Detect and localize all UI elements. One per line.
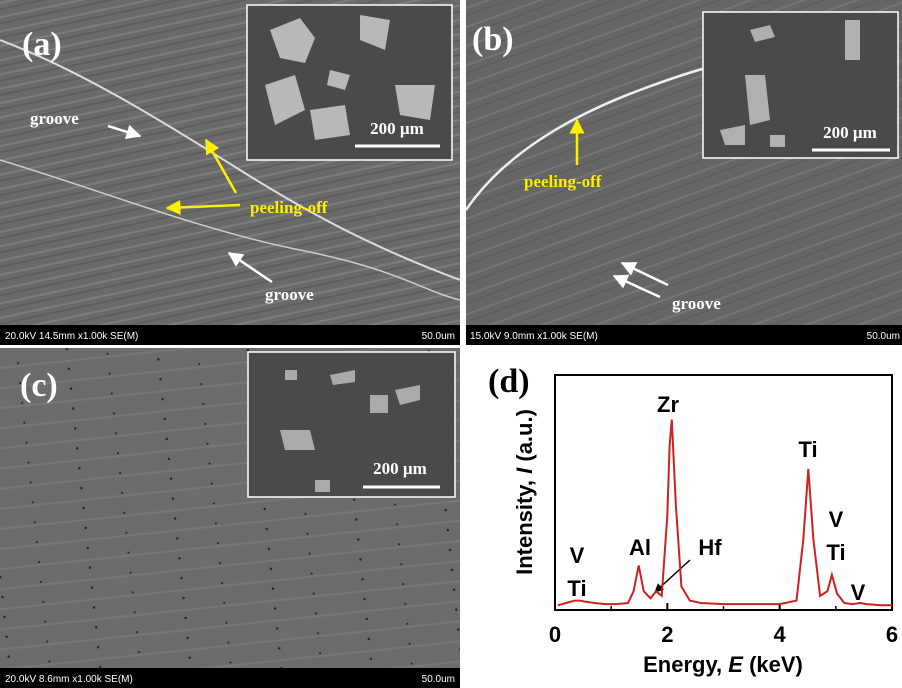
panel-label: (b) <box>472 21 514 58</box>
footer-right: 50.0um <box>422 331 455 342</box>
scale-label: 200 µm <box>823 123 877 142</box>
panel-b: 15.0kV 9.0mm x1.00k SE(M) 50.0um 200 µm … <box>466 0 902 345</box>
peak-label: Ti <box>567 576 586 601</box>
footer-right: 50.0um <box>422 674 455 685</box>
scale-label: 200 µm <box>373 459 427 478</box>
peak-label: Zr <box>657 392 679 417</box>
arrow <box>655 560 690 592</box>
plot-frame <box>555 375 892 610</box>
peak-label: Ti <box>826 540 845 565</box>
y-axis-label: Intensity, I (a.u.) <box>512 409 537 575</box>
panel-c: 20.0kV 8.6mm x1.00k SE(M) 50.0um 200 µm … <box>0 348 460 688</box>
peak-label: V <box>570 543 585 568</box>
annotation: peeling-off <box>524 172 602 191</box>
figure: 20.0kV 14.5mm x1.00k SE(M) 50.0um 200 µm… <box>0 0 902 688</box>
peak-label: Al <box>629 535 651 560</box>
footer-left: 20.0kV 14.5mm x1.00k SE(M) <box>5 331 138 342</box>
annotation: peeling-off <box>250 198 328 217</box>
x-axis-label: Energy, E (keV) <box>643 652 803 677</box>
annotation: groove <box>672 294 721 313</box>
peak-label: Hf <box>698 535 722 560</box>
panel-a: 20.0kV 14.5mm x1.00k SE(M) 50.0um 200 µm… <box>0 0 460 345</box>
annotation: groove <box>265 285 314 304</box>
peak-label: V <box>829 507 844 532</box>
footer-right: 50.0um <box>867 331 900 342</box>
annotation: groove <box>30 109 79 128</box>
panel-label: (a) <box>22 26 62 63</box>
panel-d: (d) Energy, E (keV) Intensity, I (a.u.) … <box>488 363 898 677</box>
x-tick-label: 0 <box>549 622 561 647</box>
panel-label: (c) <box>20 367 58 404</box>
scale-label: 200 µm <box>370 119 424 138</box>
footer-left: 20.0kV 8.6mm x1.00k SE(M) <box>5 674 133 685</box>
peak-label: Ti <box>798 437 817 462</box>
peak-label: V <box>851 580 866 605</box>
panel-label: (d) <box>488 363 530 400</box>
footer-left: 15.0kV 9.0mm x1.00k SE(M) <box>470 331 598 342</box>
x-tick-label: 6 <box>886 622 898 647</box>
x-tick-label: 2 <box>661 622 673 647</box>
x-tick-label: 4 <box>774 622 787 647</box>
